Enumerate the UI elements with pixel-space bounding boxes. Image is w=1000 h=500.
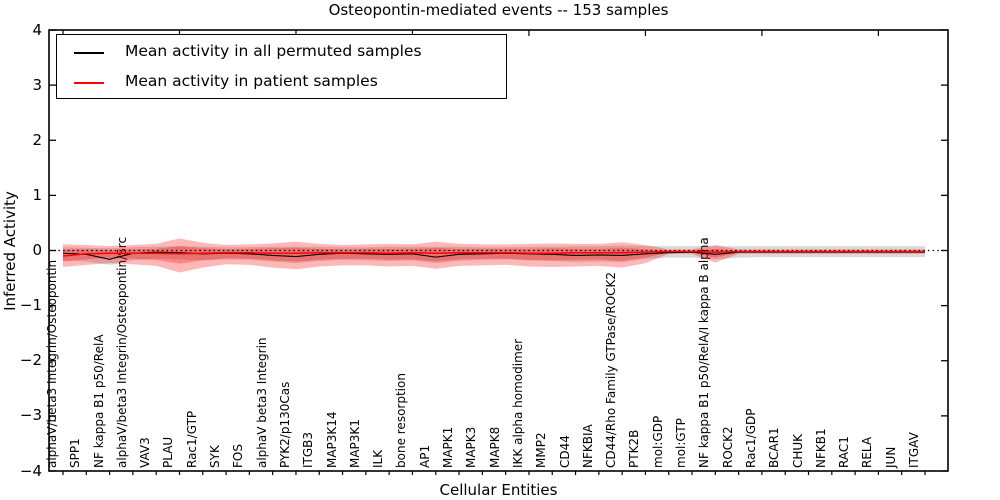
x-tick-label: AP1 <box>417 444 432 468</box>
x-tick-label: RAC1 <box>837 436 852 468</box>
x-tick-label: alphaV beta3 Integrin <box>254 337 269 468</box>
x-tick-label: mol:GDP <box>650 415 665 468</box>
x-tick-label: RELA <box>860 436 875 468</box>
x-tick-label: ILK <box>371 449 386 468</box>
x-tick-label: NF kappa B1 p50/RelA <box>91 334 106 468</box>
x-tick-label: MAPK1 <box>441 426 456 468</box>
y-tick-label: 2 <box>32 130 42 149</box>
x-tick-label: PYK2/p130Cas <box>277 381 292 468</box>
x-tick-label: MAP3K14 <box>324 411 339 468</box>
x-tick-label: MAPK3 <box>464 426 479 468</box>
legend-label-patient: Mean activity in patient samples <box>125 72 378 90</box>
x-tick-label: bone resorption <box>394 373 409 468</box>
x-tick-label: mol:GTP <box>674 418 689 468</box>
legend: Mean activity in all permuted samples Me… <box>56 34 507 99</box>
legend-label-permuted: Mean activity in all permuted samples <box>125 42 422 60</box>
legend-row-patient: Mean activity in patient samples <box>57 68 506 98</box>
x-tick-label: BCAR1 <box>767 427 782 468</box>
x-tick-label: PLAU <box>161 436 176 468</box>
x-tick-label: VAV3 <box>138 437 153 468</box>
x-tick-label: SPP1 <box>68 438 83 468</box>
y-tick-label: 1 <box>32 185 42 204</box>
y-tick-label: 3 <box>32 75 42 94</box>
x-tick-label: Rac1/GTP <box>184 410 199 468</box>
x-tick-label: NFKB1 <box>813 428 828 468</box>
x-tick-label: ITGB3 <box>301 431 316 468</box>
x-tick-label: IKK alpha homodimer <box>510 338 525 468</box>
x-tick-label: SYK <box>208 445 223 468</box>
y-tick-label: −3 <box>19 406 42 425</box>
x-tick-label: MAPK8 <box>487 426 502 468</box>
x-tick-label: CHUK <box>790 433 805 468</box>
x-tick-label: FOS <box>231 444 246 468</box>
y-tick-label: −1 <box>19 296 42 315</box>
x-tick-label: ROCK2 <box>720 426 735 468</box>
x-tick-label: Rac1/GDP <box>743 408 758 468</box>
patient-line-swatch <box>74 82 104 84</box>
legend-row-permuted: Mean activity in all permuted samples <box>57 38 506 68</box>
x-tick-label: NF kappa B1 p50/RelA/I kappa B alpha <box>697 237 712 468</box>
x-tick-label: PTK2B <box>627 429 642 468</box>
x-tick-label: alphaV/beta3 Integrin/Osteopontin <box>45 259 59 468</box>
y-tick-label: −2 <box>19 351 42 370</box>
y-tick-label: 0 <box>32 241 42 259</box>
x-tick-label: ITGAV <box>907 432 921 468</box>
chart-title: Osteopontin-mediated events -- 153 sampl… <box>328 1 669 19</box>
x-axis-title: Cellular Entities <box>439 481 558 499</box>
permuted-line-swatch <box>74 52 104 54</box>
x-tick-label: MAP3K1 <box>347 419 362 468</box>
x-tick-label: CD44/Rho Family GTPase/ROCK2 <box>604 271 619 468</box>
x-tick-label: JUN <box>883 446 898 468</box>
x-tick-label: alphaV/beta3 Integrin/Osteopontin/Src <box>114 236 129 468</box>
x-tick-label: MMP2 <box>534 432 549 468</box>
y-tick-label: 4 <box>32 20 42 39</box>
x-tick-label: CD44 <box>557 435 572 468</box>
x-tick-label: NFKBIA <box>580 424 595 468</box>
y-tick-label: −4 <box>19 461 42 480</box>
